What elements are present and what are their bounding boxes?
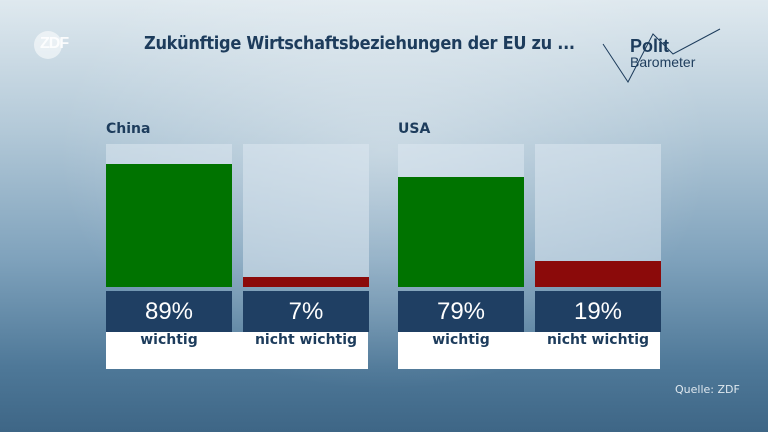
chart-title: Zukünftige Wirtschaftsbeziehungen der EU… [144, 33, 575, 54]
bar-track [535, 144, 661, 287]
category-label: nicht wichtig [546, 332, 650, 348]
value-label: 7% [243, 291, 369, 332]
zdf-logo [34, 31, 62, 59]
source-note: Quelle: ZDF [675, 383, 740, 396]
brand-polit: Polit [630, 36, 669, 56]
group-label-china: China [106, 121, 151, 137]
value-label: 79% [398, 291, 524, 332]
bar-usa-0 [398, 177, 524, 287]
value-label: 19% [535, 291, 661, 332]
bar-track [398, 144, 524, 287]
brand-barometer: Barometer [630, 54, 696, 70]
bar-track [243, 144, 369, 287]
category-label: nicht wichtig [254, 332, 358, 348]
bar-usa-1 [535, 260, 661, 287]
category-row: wichtig nicht wichtig [106, 332, 368, 369]
bar-china-1 [243, 277, 369, 287]
category-label: wichtig [140, 332, 198, 348]
group-label-usa: USA [398, 121, 431, 137]
bar-china-0 [106, 163, 232, 287]
bar-track [106, 144, 232, 287]
value-label: 89% [106, 291, 232, 332]
category-label: wichtig [432, 332, 490, 348]
zdf-logo-text: ZDF [40, 35, 69, 52]
category-row: wichtig nicht wichtig [398, 332, 660, 369]
politbarometer-logo-lines [602, 28, 721, 83]
